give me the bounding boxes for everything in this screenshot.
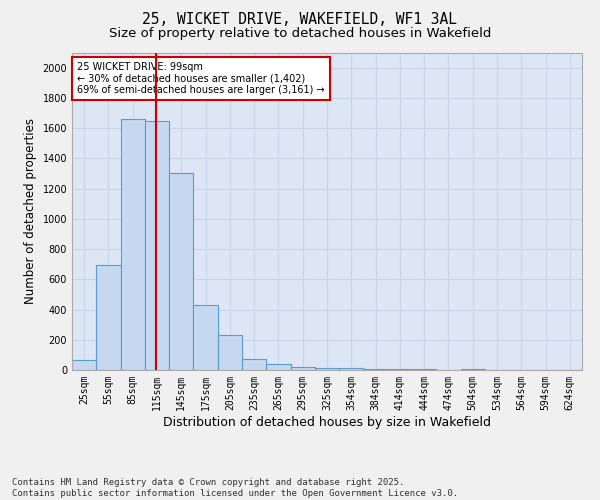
Bar	[145, 120, 169, 370]
Bar	[193, 305, 218, 370]
Bar	[388, 369, 412, 370]
Bar	[412, 369, 436, 370]
Bar	[364, 369, 388, 370]
Bar	[290, 367, 315, 370]
Bar	[266, 364, 290, 370]
Y-axis label: Number of detached properties: Number of detached properties	[24, 118, 37, 304]
Text: 25, WICKET DRIVE, WAKEFIELD, WF1 3AL: 25, WICKET DRIVE, WAKEFIELD, WF1 3AL	[143, 12, 458, 28]
Bar	[121, 119, 145, 370]
Text: Size of property relative to detached houses in Wakefield: Size of property relative to detached ho…	[109, 28, 491, 40]
Bar	[169, 174, 193, 370]
Bar	[461, 369, 485, 370]
X-axis label: Distribution of detached houses by size in Wakefield: Distribution of detached houses by size …	[163, 416, 491, 428]
Text: Contains HM Land Registry data © Crown copyright and database right 2025.
Contai: Contains HM Land Registry data © Crown c…	[12, 478, 458, 498]
Bar	[96, 265, 121, 370]
Text: 25 WICKET DRIVE: 99sqm
← 30% of detached houses are smaller (1,402)
69% of semi-: 25 WICKET DRIVE: 99sqm ← 30% of detached…	[77, 62, 325, 95]
Bar	[218, 335, 242, 370]
Bar	[72, 360, 96, 370]
Bar	[339, 368, 364, 370]
Bar	[315, 368, 339, 370]
Bar	[242, 358, 266, 370]
